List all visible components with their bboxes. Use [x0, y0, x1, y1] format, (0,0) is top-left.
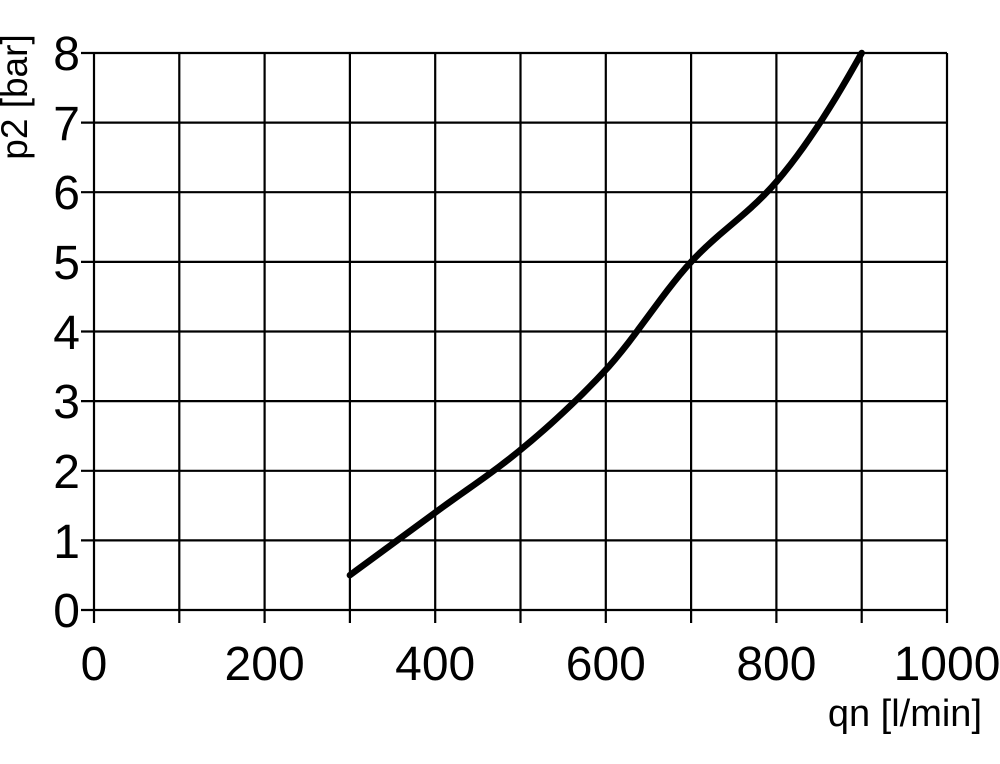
svg-text:600: 600	[566, 638, 646, 691]
svg-text:2: 2	[53, 446, 80, 499]
svg-text:6: 6	[53, 167, 80, 220]
svg-text:400: 400	[395, 638, 475, 691]
svg-text:4: 4	[53, 307, 80, 360]
svg-text:5: 5	[53, 237, 80, 290]
svg-text:7: 7	[53, 98, 80, 151]
svg-text:0: 0	[53, 585, 80, 638]
svg-text:8: 8	[53, 28, 80, 81]
svg-text:p2 [bar]: p2 [bar]	[0, 34, 35, 159]
svg-text:800: 800	[736, 638, 816, 691]
svg-text:3: 3	[53, 376, 80, 429]
svg-text:qn [l/min]: qn [l/min]	[828, 693, 982, 735]
svg-text:1: 1	[53, 516, 80, 569]
svg-text:200: 200	[225, 638, 305, 691]
svg-text:1000: 1000	[894, 638, 1000, 691]
svg-text:0: 0	[81, 638, 108, 691]
